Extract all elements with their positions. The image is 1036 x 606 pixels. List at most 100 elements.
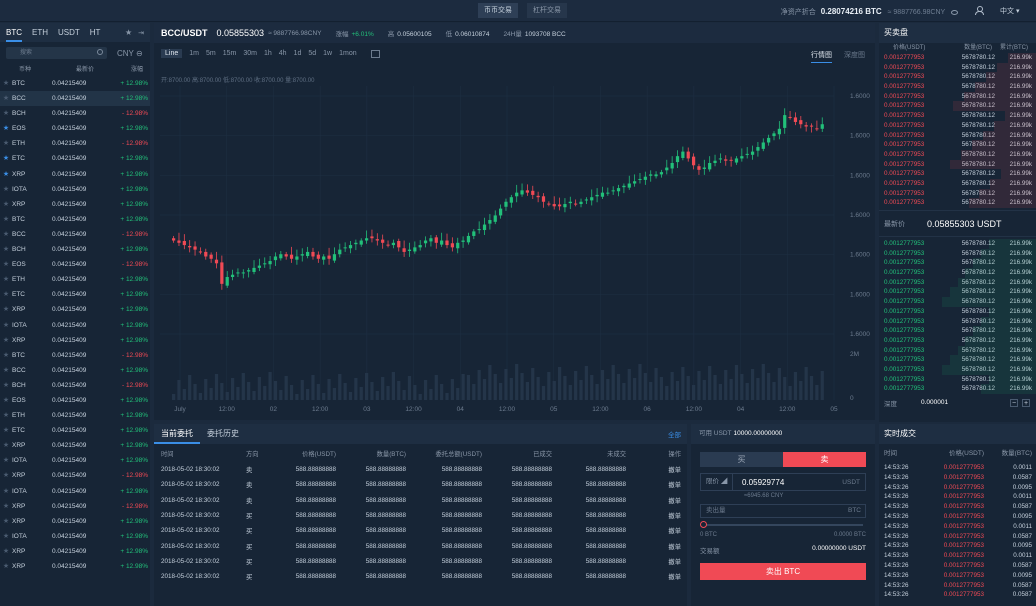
all-orders-link[interactable]: 全部 (668, 432, 681, 439)
market-row[interactable]: ★ IOTA 0.04215409 + 12.98% (0, 318, 150, 333)
orderbook-row[interactable]: 0.0012777953 5678780.12 216.99k (879, 62, 1036, 73)
star-icon[interactable]: ★ (2, 215, 10, 223)
cancel-order-button[interactable]: 撤单 (668, 482, 681, 490)
orderbook-row[interactable]: 0.0012777953 5678780.12 216.99k (879, 140, 1036, 150)
star-icon[interactable]: ★ (2, 276, 10, 284)
orderbook-row[interactable]: 0.0012777953 5678780.12 216.99k (879, 91, 1036, 102)
orderbook-row[interactable]: 0.0012777953 5678780.12 216.99k (879, 316, 1036, 327)
cancel-order-button[interactable]: 撤单 (668, 513, 681, 521)
star-icon[interactable]: ★ (2, 396, 10, 404)
star-icon[interactable]: ★ (2, 170, 10, 178)
market-row[interactable]: ★ ETC 0.04215409 + 12.98% (0, 151, 150, 166)
market-row[interactable]: ★ IOTA 0.04215409 + 12.98% (0, 529, 150, 544)
orderbook-row[interactable]: 0.0012777953 5678780.12 216.99k (879, 364, 1036, 375)
timeframe-button[interactable]: 15m (222, 50, 237, 57)
cancel-order-button[interactable]: 撤单 (668, 467, 681, 475)
amount-slider[interactable] (700, 521, 863, 528)
user-icon[interactable] (975, 6, 984, 15)
star-icon[interactable]: ★ (2, 336, 10, 344)
cancel-order-button[interactable]: 撤单 (668, 543, 681, 551)
market-row[interactable]: ★ XRP 0.04215409 + 12.98% (0, 438, 150, 453)
star-icon[interactable]: ★ (2, 442, 10, 450)
cancel-order-button[interactable]: 撤单 (668, 528, 681, 536)
tab-kline-view[interactable]: 行情图 (811, 50, 832, 63)
fullscreen-icon[interactable] (370, 49, 380, 58)
market-row[interactable]: ★ EOS 0.04215409 - 12.98% (0, 257, 150, 272)
depth-increase-button[interactable]: + (1022, 398, 1030, 407)
language-select[interactable]: 中文 ▾ (1000, 6, 1019, 16)
market-row[interactable]: ★ BCH 0.04215409 - 12.98% (0, 378, 150, 393)
market-row[interactable]: ★ XRP 0.04215409 + 12.98% (0, 559, 150, 574)
sell-tab[interactable]: 卖 (783, 452, 866, 467)
market-row[interactable]: ★ BTC 0.04215409 + 12.98% (0, 212, 150, 227)
tab-depth-view[interactable]: 深度图 (844, 52, 865, 59)
orderbook-row[interactable]: 0.0012777953 5678780.12 216.99k (879, 248, 1036, 259)
star-icon[interactable]: ★ (2, 351, 10, 359)
star-icon[interactable]: ★ (2, 532, 10, 540)
tab-btc[interactable]: BTC (6, 23, 22, 42)
cancel-order-button[interactable]: 撤单 (668, 497, 681, 505)
orderbook-row[interactable]: 0.0012777953 5678780.12 216.99k (879, 268, 1036, 278)
timeframe-button[interactable]: 1h (263, 50, 272, 57)
market-row[interactable]: ★ ETC 0.04215409 + 12.98% (0, 423, 150, 438)
tab-margin-trading[interactable]: 杠杆交易 (527, 3, 567, 18)
star-icon[interactable]: ★ (2, 412, 10, 420)
star-icon[interactable]: ★ (2, 246, 10, 254)
orderbook-row[interactable]: 0.0012777953 5678780.12 216.99k (879, 188, 1036, 199)
star-icon[interactable]: ★ (2, 457, 10, 465)
market-row[interactable]: ★ BTC 0.04215409 - 12.98% (0, 348, 150, 363)
search-input[interactable]: 搜索 (6, 47, 107, 59)
market-row[interactable]: ★ BCC 0.04215409 + 12.98% (0, 91, 150, 107)
depth-decrease-button[interactable]: − (1010, 398, 1018, 407)
market-row[interactable]: ★ BCH 0.04215409 - 12.98% (0, 106, 150, 121)
orderbook-row[interactable]: 0.0012777953 5678780.12 216.99k (879, 384, 1036, 394)
currency-select[interactable]: CNY ⊖ (117, 49, 143, 58)
star-icon[interactable]: ★ (2, 487, 10, 495)
star-icon[interactable]: ★ (2, 427, 10, 435)
orderbook-row[interactable]: 0.0012777953 5678780.12 216.99k (879, 53, 1036, 63)
favorites-star-icon[interactable]: ★ (124, 28, 133, 37)
amount-input[interactable]: 卖出量 BTC (700, 504, 866, 518)
star-icon[interactable]: ★ (2, 140, 10, 148)
market-row[interactable]: ★ ETH 0.04215409 + 12.98% (0, 408, 150, 423)
orderbook-row[interactable]: 0.0012777953 5678780.12 216.99k (879, 198, 1036, 208)
orderbook-row[interactable]: 0.0012777953 5678780.12 216.99k (879, 355, 1036, 365)
orderbook-row[interactable]: 0.0012777953 5678780.12 216.99k (879, 326, 1036, 336)
star-icon[interactable]: ★ (2, 547, 10, 555)
market-row[interactable]: ★ ETC 0.04215409 + 12.98% (0, 287, 150, 302)
market-row[interactable]: ★ IOTA 0.04215409 + 12.98% (0, 182, 150, 197)
market-row[interactable]: ★ BCH 0.04215409 + 12.98% (0, 242, 150, 257)
market-row[interactable]: ★ IOTA 0.04215409 + 12.98% (0, 453, 150, 468)
orderbook-row[interactable]: 0.0012777953 5678780.12 216.99k (879, 149, 1036, 160)
orderbook-row[interactable]: 0.0012777953 5678780.12 216.99k (879, 277, 1036, 288)
orderbook-row[interactable]: 0.0012777953 5678780.12 216.99k (879, 169, 1036, 179)
order-type-select[interactable]: 限价 ◢ (701, 474, 733, 490)
orderbook-row[interactable]: 0.0012777953 5678780.12 216.99k (879, 287, 1036, 298)
orderbook-row[interactable]: 0.0012777953 5678780.12 216.99k (879, 306, 1036, 317)
orderbook-row[interactable]: 0.0012777953 5678780.12 216.99k (879, 120, 1036, 131)
market-row[interactable]: ★ IOTA 0.04215409 + 12.98% (0, 484, 150, 499)
timeframe-button[interactable]: Line (161, 49, 183, 58)
star-icon[interactable]: ★ (2, 381, 10, 389)
orderbook-row[interactable]: 0.0012777953 5678780.12 216.99k (879, 258, 1036, 269)
timeframe-button[interactable]: 5d (308, 50, 317, 57)
orderbook-row[interactable]: 0.0012777953 5678780.12 216.99k (879, 101, 1036, 112)
tab-spot-trading[interactable]: 币币交易 (478, 3, 518, 18)
timeframe-button[interactable]: 30m (243, 50, 257, 57)
price-chart[interactable]: 开:8700.00 高:8700.00 低:8700.00 收:8700.00 … (154, 64, 875, 420)
market-row[interactable]: ★ ETH 0.04215409 + 12.98% (0, 272, 150, 287)
tab-eth[interactable]: ETH (32, 28, 48, 37)
timeframe-button[interactable]: 5m (205, 50, 216, 57)
market-row[interactable]: ★ XRP 0.04215409 + 12.98% (0, 167, 150, 182)
timeframe-button[interactable]: 4h (278, 50, 287, 57)
slider-handle[interactable] (700, 521, 707, 528)
star-icon[interactable]: ★ (2, 291, 10, 299)
market-row[interactable]: ★ XRP 0.04215409 + 12.98% (0, 514, 150, 529)
orderbook-row[interactable]: 0.0012777953 5678780.12 216.99k (879, 72, 1036, 83)
timeframe-button[interactable]: 1d (293, 50, 302, 57)
market-row[interactable]: ★ XRP 0.04215409 + 12.98% (0, 197, 150, 212)
market-row[interactable]: ★ BTC 0.04215409 + 12.98% (0, 76, 150, 91)
market-row[interactable]: ★ BCC 0.04215409 + 12.98% (0, 363, 150, 378)
market-row[interactable]: ★ BCC 0.04215409 - 12.98% (0, 227, 150, 242)
star-icon[interactable]: ★ (2, 261, 10, 269)
